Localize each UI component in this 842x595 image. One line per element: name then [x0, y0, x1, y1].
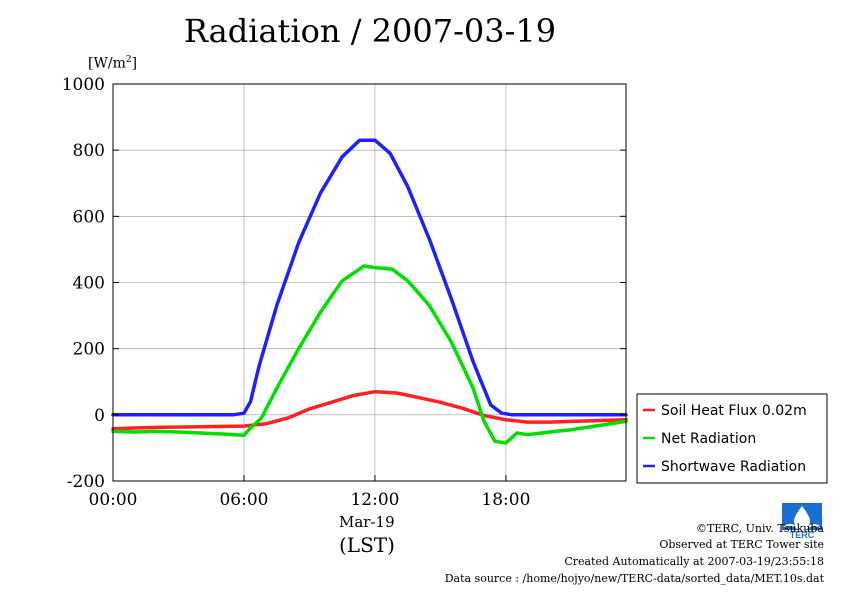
terc-logo: TERC	[782, 503, 822, 539]
series-line-soil-heat-flux-0-02m	[111, 389, 628, 431]
y-tick-label: 400	[73, 274, 105, 294]
y-tick-label: 200	[73, 340, 105, 360]
x-axis-label: (LST)	[339, 533, 395, 557]
series-line-net-radiation	[111, 264, 628, 445]
series-lines	[111, 138, 628, 445]
footer-observed: Observed at TERC Tower site	[659, 538, 824, 551]
legend-label: Shortwave Radiation	[661, 459, 806, 475]
chart-title: Radiation / 2007-03-19	[183, 12, 557, 50]
legend-box	[636, 393, 828, 484]
x-tick-label: 18:00	[481, 490, 530, 510]
y-unit-superscript: 2	[125, 55, 132, 65]
y-unit-close: ]	[131, 55, 138, 72]
legend-label: Soil Heat Flux 0.02m	[661, 403, 807, 419]
x-tick-label: 00:00	[89, 490, 138, 510]
legend-label: Net Radiation	[661, 431, 756, 447]
y-tick-label: -200	[67, 472, 105, 492]
footer-source: Data source : /home/hojyo/new/TERC-data/…	[444, 572, 824, 585]
x-tick-label: 06:00	[219, 490, 268, 510]
y-tick-label: 1000	[62, 75, 105, 95]
series-line-shortwave-radiation	[111, 138, 628, 417]
y-unit-text: [W/m	[88, 55, 126, 72]
x-date-label: Mar-19	[339, 513, 395, 531]
footer-copyright: ©TERC, Univ. Tsukuba	[695, 522, 824, 535]
y-tick-label: 0	[94, 406, 105, 426]
y-tick-label: 800	[73, 141, 105, 161]
axis-ticks: -200 0 200 400 600 800 1000 00:00 06:00 12:00 18:0…	[62, 75, 626, 510]
logo-text: TERC	[790, 530, 815, 539]
legend: Soil Heat Flux 0.02m Net Radiation Shortwa…	[636, 393, 828, 484]
x-tick-label: 12:00	[350, 490, 399, 510]
y-tick-label: 600	[73, 207, 105, 227]
y-axis-unit: [W/m2]	[88, 55, 137, 72]
footer-created: Created Automatically at 2007-03-19/23:5…	[564, 555, 824, 568]
